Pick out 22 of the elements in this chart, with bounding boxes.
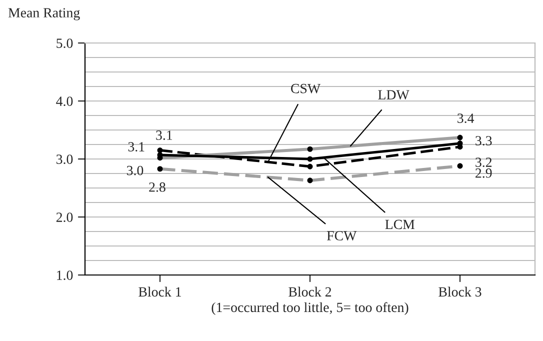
y-tick-label: 3.0	[56, 154, 73, 164]
x-tick-label: Block 3	[438, 286, 482, 297]
y-axis-title: Mean Rating	[8, 8, 80, 20]
y-tick-label: 2.0	[56, 212, 73, 222]
x-tick-label: Block 2	[288, 286, 332, 297]
data-label: 2.9	[476, 168, 492, 178]
data-label: 3.2	[476, 158, 492, 168]
data-label: 3.1	[156, 130, 172, 140]
x-axis-title: (1=occurred too little, 5= too often)	[212, 302, 408, 315]
data-label: 2.8	[149, 182, 166, 192]
text: LDW	[378, 90, 410, 100]
data-label: 3.3	[476, 136, 492, 146]
data-label: 3.1	[128, 142, 144, 152]
x-tick-label: Block 1	[138, 286, 181, 297]
data-label: 3.4	[458, 114, 474, 124]
y-tick-label: 4.0	[56, 96, 73, 106]
text: FCW	[326, 231, 357, 240]
data-label: 3.0	[126, 166, 144, 176]
y-tick-label: 5.0	[56, 38, 73, 48]
text: CSW	[291, 84, 321, 94]
text: LCM	[385, 220, 415, 230]
y-tick-label: 1.0	[57, 270, 73, 280]
